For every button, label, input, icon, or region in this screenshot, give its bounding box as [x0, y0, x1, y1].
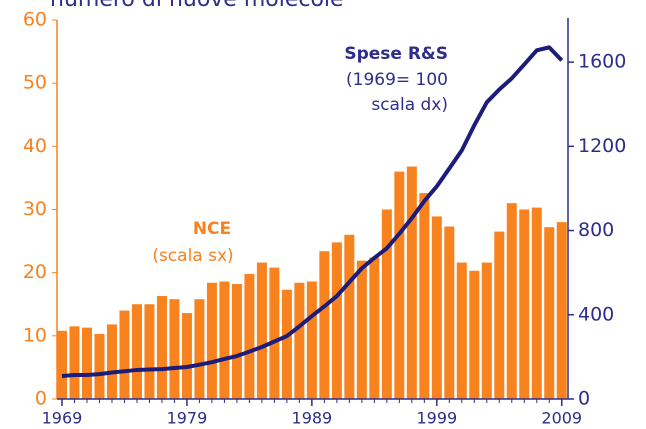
- bar: [331, 242, 342, 399]
- bar: [481, 262, 492, 399]
- line: [61, 45, 564, 379]
- bar: [281, 289, 292, 399]
- series-label: NCE: [193, 219, 231, 239]
- y-tick-label: 30: [23, 198, 47, 220]
- bar: [556, 222, 567, 399]
- bar: [269, 267, 280, 399]
- x-tick-label: 1969: [42, 409, 83, 428]
- bar: [181, 313, 192, 399]
- y-tick-label: 20: [23, 261, 47, 283]
- bar: [69, 326, 80, 399]
- x-tick-label: 1979: [167, 409, 208, 428]
- bar: [256, 262, 267, 399]
- y-tick-label: 50: [23, 72, 47, 94]
- bar: [194, 299, 205, 399]
- bar: [131, 304, 142, 399]
- x-tick-label: 1999: [416, 409, 457, 428]
- bar: [294, 282, 305, 399]
- bar: [94, 333, 105, 399]
- bar: [119, 310, 130, 399]
- bar: [369, 257, 380, 399]
- bar: [506, 203, 517, 399]
- y-tick-label: 10: [23, 324, 47, 346]
- bar: [394, 171, 405, 399]
- bar: [456, 262, 467, 399]
- x-tick-label: 1989: [292, 409, 333, 428]
- bar: [494, 231, 505, 399]
- series-note: (1969= 100: [346, 70, 448, 90]
- y-tick-label: 60: [23, 9, 47, 31]
- x-tick-label: 2009: [541, 409, 582, 428]
- bar: [306, 281, 317, 399]
- y2-tick-label: 0: [578, 388, 590, 410]
- y2-tick-label: 800: [578, 219, 614, 241]
- bar: [106, 324, 117, 399]
- bar: [57, 330, 67, 399]
- bar: [406, 166, 417, 399]
- bar: [319, 251, 330, 399]
- y-tick-label: 0: [35, 388, 47, 410]
- bar: [544, 227, 555, 399]
- bar: [381, 209, 392, 399]
- chart-title: numero di nuove molecole: [50, 0, 344, 12]
- y2-tick-label: 1600: [578, 51, 626, 73]
- bar: [469, 270, 480, 399]
- y2-tick-label: 1200: [578, 135, 626, 157]
- y2-tick-label: 400: [578, 303, 614, 325]
- bar: [444, 226, 455, 399]
- bar: [169, 299, 180, 399]
- bar: [206, 282, 217, 399]
- series-note: scala dx): [371, 95, 448, 115]
- bar: [156, 296, 167, 399]
- bar: [231, 284, 242, 399]
- series-label: Spese R&S: [344, 44, 448, 64]
- bar: [344, 234, 355, 399]
- bar: [419, 193, 430, 399]
- y-tick-label: 40: [23, 135, 47, 157]
- bar: [81, 327, 92, 399]
- bar: [431, 216, 442, 399]
- bar: [356, 260, 367, 399]
- bar: [244, 273, 255, 399]
- bar: [219, 281, 230, 399]
- bar: [144, 304, 155, 399]
- bar: [519, 209, 530, 399]
- bar: [531, 207, 542, 399]
- series-note: (scala sx): [152, 246, 233, 266]
